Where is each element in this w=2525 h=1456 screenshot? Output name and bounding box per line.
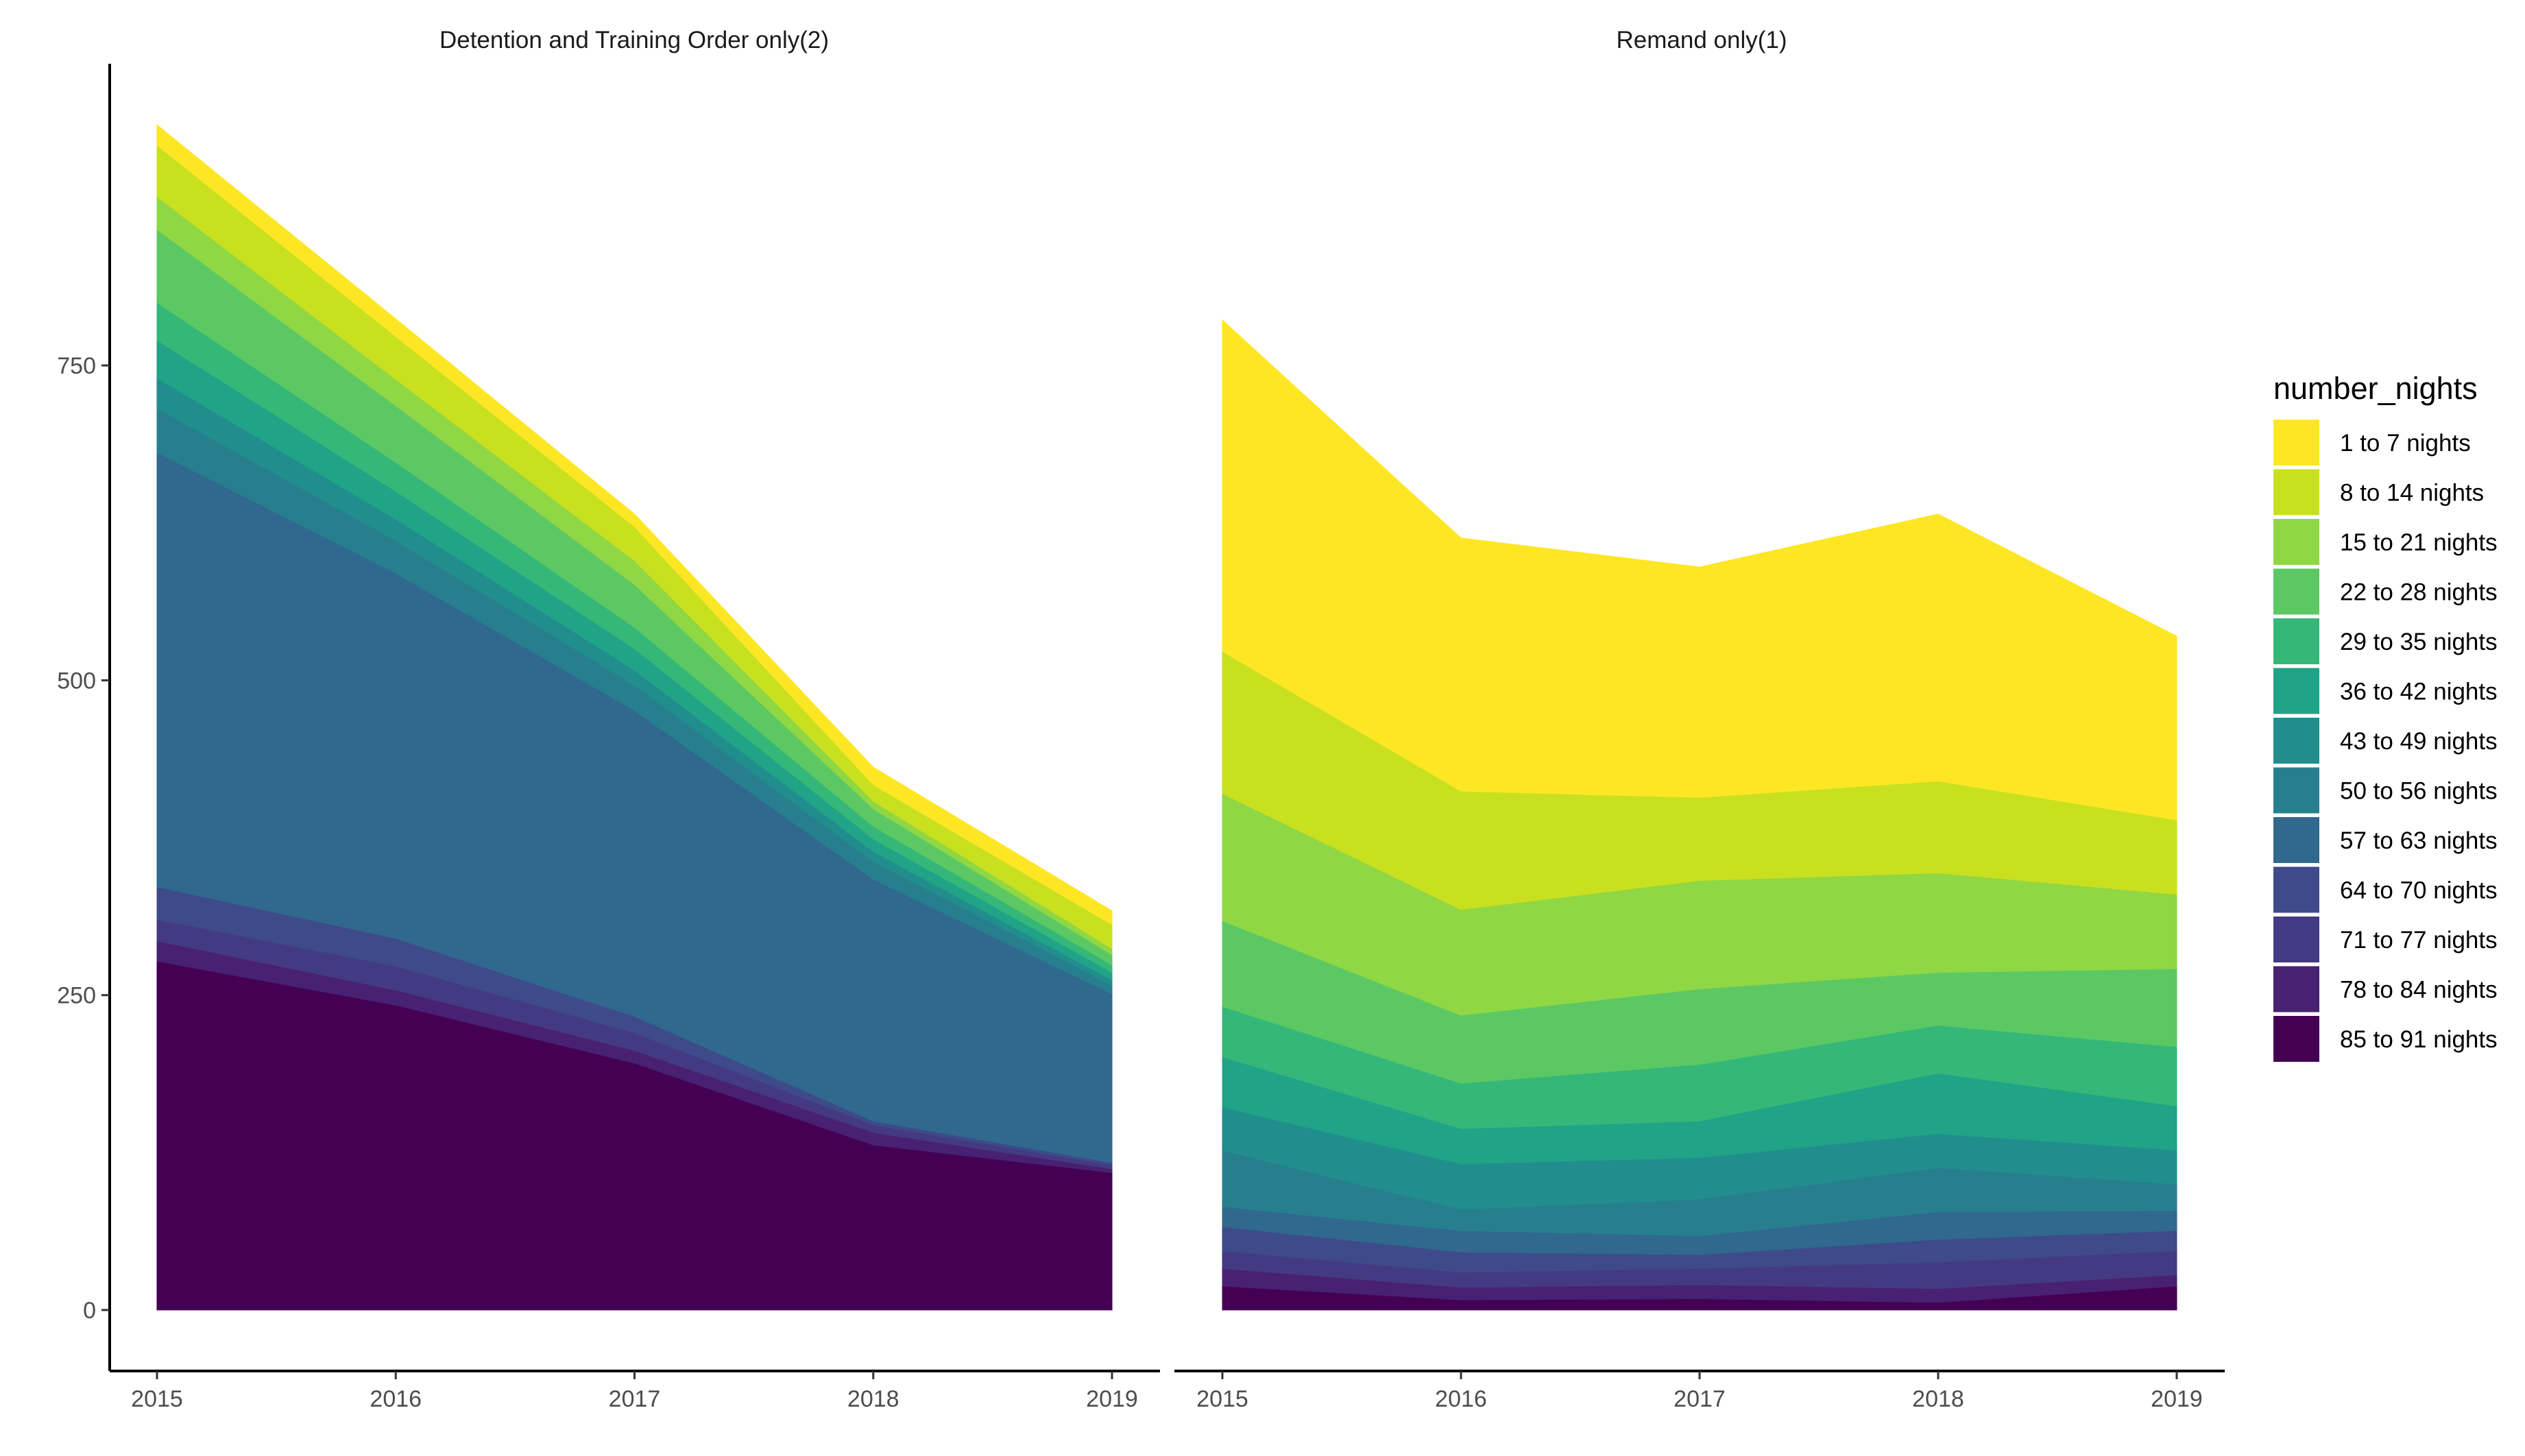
x-tick-label: 2016 (370, 1386, 422, 1412)
legend-swatch-50-to-56-nights (2273, 767, 2319, 814)
legend-label-29-to-35-nights: 29 to 35 nights (2340, 629, 2498, 655)
area-1-to-7-nights (1222, 319, 2177, 821)
legend-label-22-to-28-nights: 22 to 28 nights (2340, 579, 2498, 606)
y-tick-label: 0 (83, 1298, 96, 1324)
legend-swatch-15-to-21-nights (2273, 519, 2319, 565)
x-tick-label: 2019 (1086, 1386, 1138, 1412)
legend-swatch-36-to-42-nights (2273, 668, 2319, 714)
legend-label-85-to-91-nights: 85 to 91 nights (2340, 1026, 2498, 1053)
legend-title: number_nights (2273, 371, 2478, 406)
legend-swatch-85-to-91-nights (2273, 1016, 2319, 1062)
legend-swatch-29-to-35-nights (2273, 618, 2319, 664)
legend-swatch-43-to-49-nights (2273, 718, 2319, 764)
legend-label-43-to-49-nights: 43 to 49 nights (2340, 728, 2498, 755)
x-tick-label: 2018 (1912, 1386, 1964, 1412)
x-tick-label: 2015 (1196, 1386, 1248, 1412)
legend-label-1-to-7-nights: 1 to 7 nights (2340, 430, 2471, 457)
panel-detention-training-order: Detention and Training Order only(2) (156, 27, 1113, 1311)
x-tick-label: 2015 (131, 1386, 183, 1412)
legend-label-78-to-84-nights: 78 to 84 nights (2340, 977, 2498, 1004)
panel-title-remand-only: Remand only(1) (1617, 27, 1787, 53)
x-tick-label: 2017 (609, 1386, 661, 1412)
x-tick-label: 2019 (2151, 1386, 2203, 1412)
legend-label-71-to-77-nights: 71 to 77 nights (2340, 927, 2498, 954)
legend-swatch-57-to-63-nights (2273, 817, 2319, 863)
x-tick-label: 2018 (847, 1386, 899, 1412)
legend-label-57-to-63-nights: 57 to 63 nights (2340, 827, 2498, 854)
panel-title-detention-training-order: Detention and Training Order only(2) (439, 27, 829, 53)
y-tick-label: 500 (57, 668, 96, 694)
legend-swatch-64-to-70-nights (2273, 866, 2319, 913)
legend-label-64-to-70-nights: 64 to 70 nights (2340, 877, 2498, 904)
x-tick-label: 2017 (1674, 1386, 1726, 1412)
legend-label-8-to-14-nights: 8 to 14 nights (2340, 480, 2484, 507)
legend-label-15-to-21-nights: 15 to 21 nights (2340, 529, 2498, 556)
legend-label-36-to-42-nights: 36 to 42 nights (2340, 679, 2498, 705)
panel-remand-only: Remand only(1) (1222, 27, 2177, 1311)
legend-swatch-71-to-77-nights (2273, 917, 2319, 962)
legend-swatch-8-to-14-nights (2273, 469, 2319, 515)
legend: number_nights 1 to 7 nights 8 to 14 night… (2273, 371, 2498, 1062)
x-tick-label: 2016 (1435, 1386, 1487, 1412)
panel-areas (156, 124, 1113, 1311)
legend-swatch-22-to-28-nights (2273, 568, 2319, 615)
legend-label-50-to-56-nights: 50 to 56 nights (2340, 778, 2498, 805)
area-1-to-7-nights (156, 124, 1113, 925)
legend-swatch-78-to-84-nights (2273, 966, 2319, 1012)
y-tick-label: 250 (57, 983, 96, 1009)
panel-areas (1222, 319, 2177, 1311)
legend-items: 1 to 7 nights 8 to 14 nights 15 to 21 nigh… (2273, 420, 2498, 1062)
y-tick-label: 750 (57, 353, 96, 379)
x-ticks: 2015 2016 2017 2018 2019 2015 2016 2017 2018 2019 (131, 1371, 2203, 1412)
y-ticks: 0 250 500 750 (57, 353, 110, 1324)
legend-swatch-1-to-7-nights (2273, 420, 2319, 465)
